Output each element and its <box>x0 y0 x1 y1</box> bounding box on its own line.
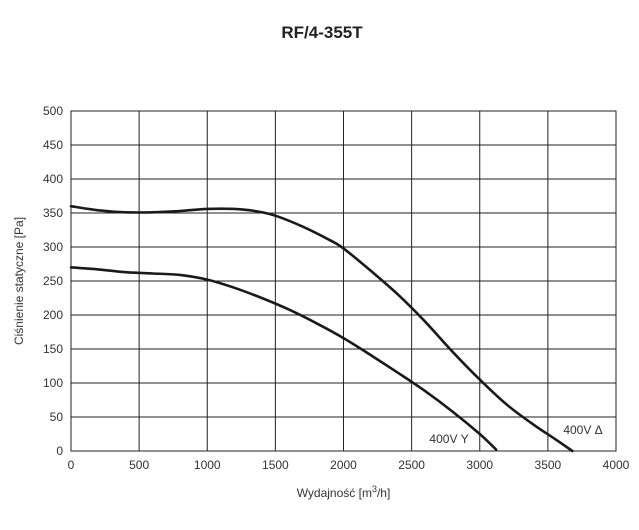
x-tick-labels: 0 500 1000 1500 2000 2500 3000 3500 4000 <box>68 458 630 472</box>
x-tick-label: 2500 <box>398 458 425 472</box>
x-tick-label: 1500 <box>262 458 289 472</box>
x-tick-label: 3000 <box>466 458 493 472</box>
x-axis-label-superscript: 3 <box>372 484 377 494</box>
plot-frame <box>70 110 617 452</box>
y-tick-label: 100 <box>43 376 63 390</box>
series-line-1 <box>69 266 498 451</box>
series-line-0 <box>69 204 574 453</box>
y-tick-label: 450 <box>43 138 63 152</box>
y-tick-label: 0 <box>56 444 63 458</box>
series-labels: 400V Δ 400V Y <box>429 423 602 446</box>
y-tick-label: 50 <box>50 410 64 424</box>
y-tick-label: 350 <box>43 206 63 220</box>
x-tick-label: 4000 <box>603 458 630 472</box>
y-tick-label: 400 <box>43 172 63 186</box>
y-tick-labels: 0 50 100 150 200 250 300 350 400 450 500 <box>43 104 63 458</box>
x-axis-label-end: /h] <box>377 486 390 500</box>
y-tick-label: 300 <box>43 240 63 254</box>
y-tick-label: 150 <box>43 342 63 356</box>
y-tick-label: 500 <box>43 104 63 118</box>
chart-title: RF/4-355T <box>281 23 363 42</box>
series-label-0: 400V Δ <box>563 423 602 437</box>
y-axis-label: Ciśnienie statyczne [Pa] <box>12 217 26 345</box>
x-tick-label: 0 <box>68 458 75 472</box>
x-tick-label: 3500 <box>535 458 562 472</box>
x-axis-label: Wydajność [m3/h] <box>297 484 391 500</box>
series-lines <box>69 204 574 453</box>
y-tick-label: 250 <box>43 274 63 288</box>
series-label-1: 400V Y <box>429 432 468 446</box>
x-axis-label-main: Wydajność [m <box>297 486 372 500</box>
x-tick-label: 1000 <box>194 458 221 472</box>
x-tick-label: 2000 <box>330 458 357 472</box>
y-tick-label: 200 <box>43 308 63 322</box>
grid <box>70 110 617 452</box>
x-tick-label: 500 <box>129 458 149 472</box>
